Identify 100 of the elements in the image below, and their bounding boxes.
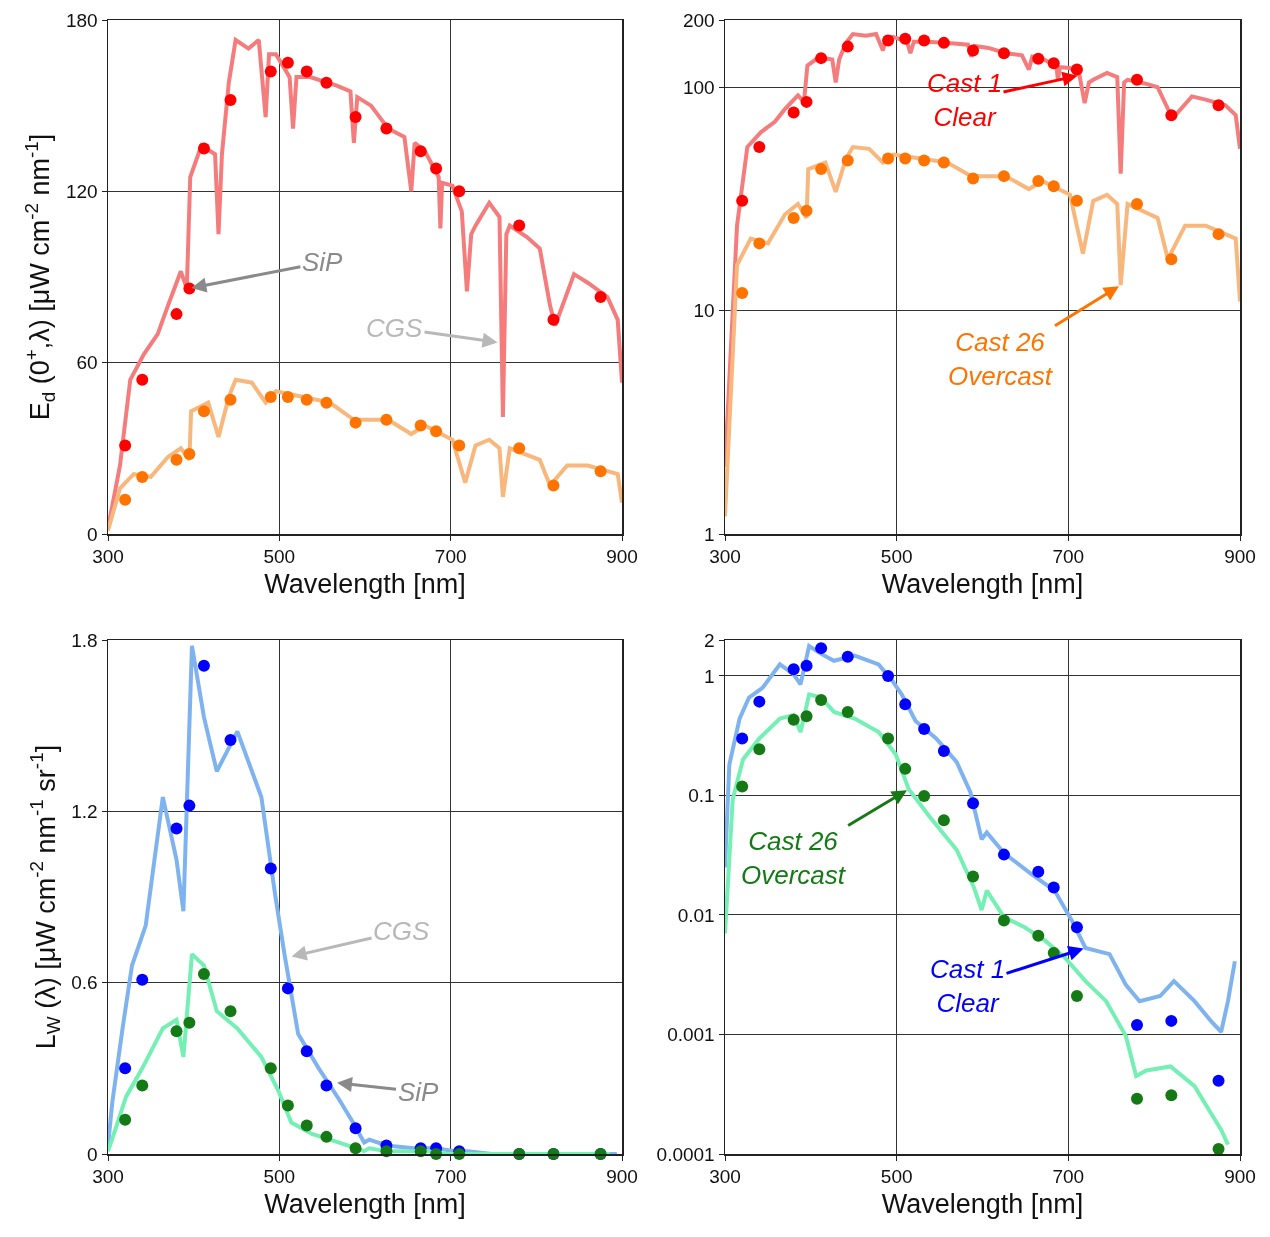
point [882, 34, 895, 47]
point [300, 393, 313, 406]
point [997, 170, 1010, 183]
point [170, 308, 183, 321]
point [224, 393, 237, 406]
y-tick-label: 1 [704, 523, 715, 545]
point [136, 373, 149, 386]
point [1070, 989, 1083, 1002]
point [1212, 228, 1225, 241]
point [224, 93, 237, 106]
point [300, 65, 313, 78]
point [547, 313, 560, 326]
point [136, 470, 149, 483]
y-tick-label: 2 [704, 629, 715, 651]
annotation: SiP [398, 1077, 440, 1107]
x-tick-label: 300 [709, 1166, 741, 1188]
point [1131, 73, 1143, 86]
point [841, 705, 854, 718]
point [119, 1062, 132, 1075]
x-tick-label: 700 [434, 546, 467, 568]
point [899, 152, 912, 165]
point [815, 52, 828, 65]
line-series [725, 644, 1237, 1034]
y-tick-label: 180 [66, 9, 98, 31]
y-tick-label: 60 [76, 352, 98, 374]
point [882, 732, 895, 745]
point [414, 419, 427, 432]
point [453, 439, 466, 452]
point [300, 1119, 313, 1132]
point [349, 1142, 362, 1155]
point [736, 286, 749, 299]
point [1047, 180, 1060, 193]
point [967, 797, 980, 810]
point [918, 790, 931, 802]
point [841, 650, 854, 663]
point [800, 659, 813, 672]
point [1070, 63, 1083, 76]
x-tick-label: 500 [880, 1166, 913, 1188]
point [918, 154, 931, 167]
x-tick-label: 700 [1052, 546, 1085, 568]
point [430, 425, 443, 438]
point [197, 405, 210, 418]
point [513, 219, 526, 232]
point [264, 65, 277, 78]
point [1047, 57, 1060, 70]
y-tick-label: 1.8 [71, 629, 98, 651]
point [899, 32, 912, 45]
point [197, 659, 210, 672]
annotation: Cast 26 Overcast [741, 826, 847, 890]
x-tick-label: 900 [606, 1166, 638, 1188]
point [841, 40, 854, 53]
x-tick-label: 900 [606, 546, 638, 568]
point [841, 154, 854, 167]
y-tick-label: 120 [66, 180, 98, 202]
point [1032, 865, 1045, 878]
annotation: CGS [366, 313, 423, 343]
x-tick-label: 900 [1224, 546, 1256, 568]
y-tick-label: 0 [87, 523, 98, 545]
point [753, 237, 766, 250]
point [594, 290, 607, 303]
point [1070, 921, 1083, 934]
x-tick-label: 300 [92, 1166, 124, 1188]
point [815, 693, 828, 706]
line-series [725, 692, 1230, 1147]
point [787, 106, 800, 119]
point [800, 95, 813, 108]
x-axis-title: Wavelength [nm] [264, 1189, 466, 1220]
annotation: CGS [373, 916, 430, 946]
point [918, 34, 931, 47]
point [264, 1062, 277, 1075]
point [736, 780, 749, 793]
y-tick-label: 0.1 [688, 785, 715, 807]
point [1032, 52, 1045, 65]
point [380, 413, 393, 426]
point [918, 723, 931, 735]
x-tick-label: 500 [263, 546, 296, 568]
point [1165, 1089, 1178, 1102]
point [967, 172, 980, 185]
point [1131, 198, 1143, 211]
point [1165, 109, 1178, 122]
y-tick-label: 100 [683, 76, 715, 98]
point [997, 914, 1010, 927]
point [453, 185, 466, 198]
point [997, 47, 1010, 60]
y-tick-label: 1 [704, 665, 715, 687]
y-tick-label: 0.6 [71, 972, 98, 994]
point [183, 1016, 196, 1029]
point [736, 732, 749, 745]
point [430, 162, 443, 175]
y-tick-label: 0.01 [677, 904, 715, 926]
point [787, 713, 800, 726]
y-tick-label: 0 [87, 1143, 98, 1165]
y-tick-label: 10 [693, 300, 715, 322]
point [753, 743, 766, 756]
x-axis-title: Wavelength [nm] [264, 569, 466, 600]
point [1131, 1092, 1143, 1105]
annotation: SiP [302, 247, 344, 277]
y-tick-label: 0.0001 [656, 1143, 715, 1165]
point [281, 390, 294, 403]
point [136, 973, 149, 986]
